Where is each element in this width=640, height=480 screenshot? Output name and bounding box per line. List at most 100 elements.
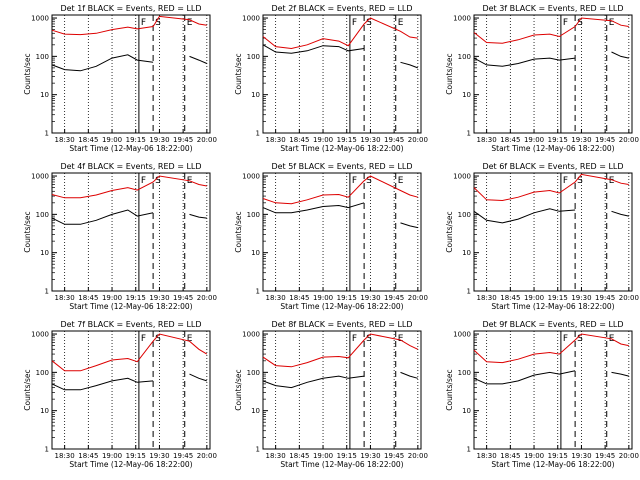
x-tick-label: 19:30: [360, 294, 380, 302]
x-tick-label: 18:30: [477, 452, 497, 460]
event-marker-symbol: F: [563, 18, 568, 28]
y-tick-label: 1: [256, 130, 260, 138]
y-tick-label: 100: [458, 211, 471, 219]
plot-frame: [51, 172, 211, 292]
x-tick-label: 19:00: [102, 452, 122, 460]
event-marker-symbol: F: [352, 176, 357, 186]
x-tick-label: 19:45: [384, 452, 404, 460]
event-marker-symbol: F: [352, 18, 357, 28]
y-tick-label: 1: [45, 288, 49, 296]
panel-title: Det 2f BLACK = Events, RED = LLD: [271, 4, 412, 13]
x-tick-label: 19:00: [313, 294, 333, 302]
y-tick-label: 10: [40, 91, 49, 99]
x-tick-label: 18:45: [78, 452, 98, 460]
plot-frame: [51, 14, 211, 134]
plot-frame: [262, 172, 422, 292]
events-series-line: [51, 373, 207, 391]
x-tick-label: 18:45: [289, 452, 309, 460]
detector-panel: Det 8f BLACK = Events, RED = LLD 1 10 100 10…: [234, 320, 428, 469]
y-tick-label: 1000: [242, 15, 260, 23]
x-axis-label: Start Time (12-May-06 18:22:00): [69, 460, 192, 469]
x-tick-label: 18:30: [266, 452, 286, 460]
lld-series-line: [262, 175, 418, 205]
y-tick-label: 1: [256, 288, 260, 296]
events-series-line: [473, 51, 629, 67]
y-axis-label: Counts/sec: [445, 211, 454, 252]
plot-frame: [473, 330, 633, 450]
y-tick-label: 100: [247, 369, 260, 377]
lld-series-line: [473, 173, 629, 202]
x-tick-label: 18:45: [289, 294, 309, 302]
x-tick-label: 19:00: [524, 452, 544, 460]
x-tick-label: 19:15: [126, 294, 146, 302]
events-series-line: [473, 370, 629, 385]
x-tick-label: 18:30: [477, 136, 497, 144]
x-tick-label: 19:30: [360, 136, 380, 144]
y-tick-label: 10: [251, 407, 260, 415]
x-tick-label: 19:00: [313, 136, 333, 144]
event-marker-symbol: S: [366, 18, 372, 28]
x-tick-label: 20:00: [408, 294, 428, 302]
y-axis-label: Counts/sec: [234, 211, 243, 252]
detector-panel: Det 7f BLACK = Events, RED = LLD 1 10 100 10…: [23, 320, 217, 469]
panel-title: Det 7f BLACK = Events, RED = LLD: [60, 320, 201, 329]
x-tick-label: 19:30: [571, 136, 591, 144]
events-series-line: [51, 209, 207, 225]
x-tick-label: 19:15: [126, 136, 146, 144]
x-tick-label: 20:00: [197, 136, 217, 144]
lld-series-line: [51, 175, 207, 199]
y-tick-label: 100: [36, 53, 49, 61]
x-tick-label: 19:30: [360, 452, 380, 460]
x-tick-label: 19:15: [337, 294, 357, 302]
event-marker-symbol: S: [366, 176, 372, 186]
y-tick-label: 1000: [242, 331, 260, 339]
x-tick-label: 19:45: [384, 294, 404, 302]
y-tick-label: 100: [247, 53, 260, 61]
x-tick-label: 20:00: [408, 136, 428, 144]
y-axis-label: Counts/sec: [23, 211, 32, 252]
y-tick-label: 10: [251, 249, 260, 257]
y-tick-label: 10: [40, 407, 49, 415]
x-tick-label: 19:00: [102, 136, 122, 144]
plot-frame: [473, 172, 633, 292]
panel-title: Det 8f BLACK = Events, RED = LLD: [271, 320, 412, 329]
y-tick-label: 1: [45, 130, 49, 138]
detector-panel: Det 2f BLACK = Events, RED = LLD 1 10 100 10…: [234, 4, 428, 153]
x-tick-label: 20:00: [619, 136, 639, 144]
x-tick-label: 20:00: [197, 452, 217, 460]
plot-frame: [51, 330, 211, 450]
event-marker-symbol: S: [366, 334, 372, 344]
y-tick-label: 10: [251, 91, 260, 99]
event-marker-symbol: F: [141, 18, 146, 28]
y-axis-label: Counts/sec: [445, 369, 454, 410]
events-series-line: [262, 44, 418, 69]
y-tick-label: 1000: [31, 331, 49, 339]
x-tick-label: 19:45: [595, 452, 615, 460]
x-tick-label: 18:30: [266, 294, 286, 302]
panel-title: Det 3f BLACK = Events, RED = LLD: [482, 4, 623, 13]
x-tick-label: 19:30: [149, 452, 169, 460]
panel-title: Det 4f BLACK = Events, RED = LLD: [60, 162, 201, 171]
y-tick-label: 1: [45, 446, 49, 454]
lld-series-line: [473, 17, 629, 44]
lld-series-line: [51, 333, 208, 372]
x-tick-label: 19:45: [173, 452, 193, 460]
event-marker-symbol: E: [398, 334, 404, 344]
plot-frame: [262, 330, 422, 450]
y-tick-label: 1000: [453, 331, 471, 339]
plot-frame: [473, 14, 633, 134]
lld-series-line: [262, 17, 418, 50]
detector-panel: Det 1f BLACK = Events, RED = LLD 1 10 100 10…: [23, 4, 217, 153]
x-axis-label: Start Time (12-May-06 18:22:00): [69, 302, 192, 311]
event-marker-symbol: F: [352, 334, 357, 344]
plot-frame: [262, 14, 422, 134]
y-tick-label: 1000: [31, 173, 49, 181]
x-tick-label: 18:45: [78, 294, 98, 302]
event-marker-symbol: F: [563, 176, 568, 186]
y-axis-label: Counts/sec: [23, 369, 32, 410]
x-tick-label: 19:15: [337, 452, 357, 460]
x-tick-label: 19:45: [173, 294, 193, 302]
y-tick-label: 1000: [31, 15, 49, 23]
event-marker-symbol: E: [398, 18, 404, 28]
x-tick-label: 19:30: [571, 294, 591, 302]
